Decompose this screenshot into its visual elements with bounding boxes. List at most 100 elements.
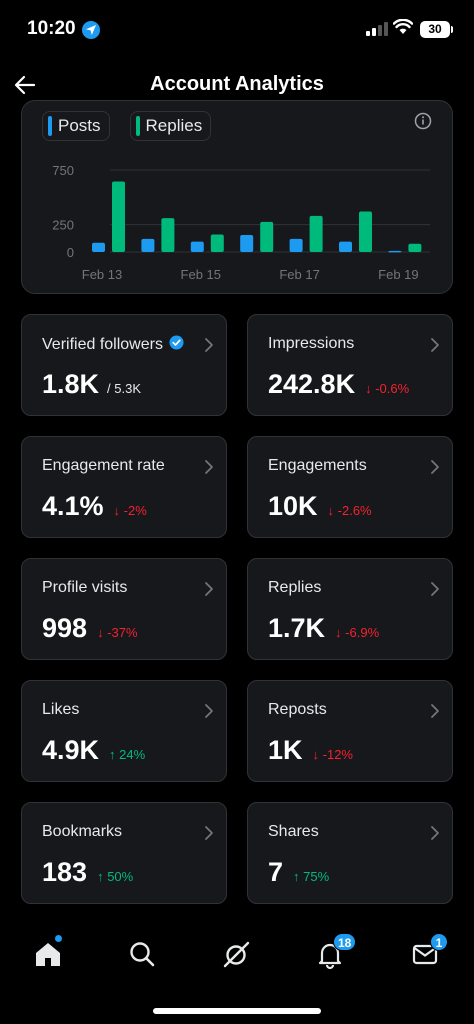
metric-delta: ↑ 75% [293, 869, 329, 884]
metric-delta-text: 50% [107, 869, 134, 884]
bar-posts-feb-18 [339, 241, 352, 252]
verified-badge-icon [169, 335, 184, 355]
arrow-down-icon: ↓ [113, 503, 124, 518]
metric-value: 998 [42, 613, 88, 643]
messages-badge: 1 [430, 933, 448, 951]
metric-card-impressions[interactable]: Impressions 242.8K ↓ -0.6% [247, 314, 453, 416]
metric-label: Reposts [268, 701, 327, 719]
arrow-up-icon: ↑ [97, 869, 108, 884]
bar-replies-feb-17 [309, 215, 323, 252]
y-tick-label: 250 [52, 218, 74, 233]
analytics-chart-card: 0 250 750 Feb 13 Feb 15 Feb 17 Feb 19 Posts Re… [21, 100, 453, 294]
status-bar: 10:20 30 [0, 0, 474, 60]
arrow-down-icon: ↓ [335, 625, 346, 640]
chart-legend: Posts Replies [42, 111, 212, 141]
metric-label-text: Reposts [268, 701, 327, 718]
wifi-icon [392, 18, 414, 40]
legend-swatch-posts [48, 116, 52, 136]
bar-replies-feb-16 [260, 221, 274, 252]
legend-label-replies: Replies [145, 116, 203, 135]
bar-replies-feb-15 [210, 234, 224, 252]
legend-item-posts[interactable]: Posts [42, 111, 110, 141]
metric-value-row: 998 ↓ -37% [42, 613, 138, 644]
metric-value-row: 242.8K ↓ -0.6% [268, 369, 409, 400]
bottom-tab-bar: 18 1 [0, 920, 474, 990]
metric-label: Shares [268, 823, 319, 841]
metric-card-replies[interactable]: Replies 1.7K ↓ -6.9% [247, 558, 453, 660]
metric-card-likes[interactable]: Likes 4.9K ↑ 24% [21, 680, 227, 782]
arrow-down-icon: ↓ [365, 381, 376, 396]
chevron-right-icon [430, 459, 440, 480]
metric-value-row: 183 ↑ 50% [42, 857, 133, 888]
metric-value: 4.9K [42, 735, 100, 765]
arrow-down-icon: ↓ [327, 503, 338, 518]
bar-chart: 0 250 750 Feb 13 Feb 15 Feb 17 Feb 19 [52, 163, 430, 282]
metric-delta-text: -0.6% [375, 381, 410, 396]
metric-card-bookmarks[interactable]: Bookmarks 183 ↑ 50% [21, 802, 227, 904]
metric-card-reposts[interactable]: Reposts 1K ↓ -12% [247, 680, 453, 782]
metric-delta-text: -2.6% [337, 503, 372, 518]
grok-icon[interactable] [216, 934, 256, 974]
bar-replies-feb-14 [161, 218, 175, 252]
metric-delta-text: 75% [303, 869, 330, 884]
y-tick-label: 750 [52, 163, 74, 178]
metric-value-row: 4.1% ↓ -2% [42, 491, 147, 522]
metric-value-row: 4.9K ↑ 24% [42, 735, 145, 766]
metric-total: / 5.3K [107, 381, 142, 396]
metric-label-text: Verified followers [42, 336, 163, 353]
location-arrow-icon [82, 21, 100, 39]
chevron-right-icon [430, 337, 440, 358]
search-icon[interactable] [122, 934, 162, 974]
chevron-right-icon [430, 581, 440, 602]
metric-card-engagements[interactable]: Engagements 10K ↓ -2.6% [247, 436, 453, 538]
metric-delta: ↑ 50% [97, 869, 133, 884]
chevron-right-icon [204, 703, 214, 724]
bar-posts-feb-17 [289, 238, 303, 252]
legend-label-posts: Posts [58, 116, 101, 135]
metric-card-profile-visits[interactable]: Profile visits 998 ↓ -37% [21, 558, 227, 660]
back-arrow-icon[interactable] [12, 72, 38, 98]
metric-card-engagement-rate[interactable]: Engagement rate 4.1% ↓ -2% [21, 436, 227, 538]
cellular-signal-icon [366, 22, 388, 36]
metric-value: 7 [268, 857, 284, 887]
bar-replies-feb-18 [359, 211, 372, 252]
mail-icon[interactable] [405, 934, 445, 974]
x-tick-label: Feb 15 [181, 267, 221, 282]
metric-label: Engagement rate [42, 457, 165, 475]
metric-label-text: Likes [42, 701, 80, 718]
metric-value: 4.1% [42, 491, 104, 521]
metric-label: Bookmarks [42, 823, 122, 841]
metric-label: Engagements [268, 457, 367, 475]
home-icon[interactable] [28, 934, 68, 974]
x-tick-label: Feb 19 [378, 267, 418, 282]
chevron-right-icon [204, 581, 214, 602]
info-icon[interactable] [414, 112, 432, 135]
metric-label-text: Engagement rate [42, 457, 165, 474]
legend-item-replies[interactable]: Replies [129, 111, 212, 141]
metric-card-verified-followers[interactable]: Verified followers 1.8K / 5.3K [21, 314, 227, 416]
chevron-right-icon [430, 825, 440, 846]
arrow-up-icon: ↑ [109, 747, 120, 762]
metric-label-text: Replies [268, 579, 322, 596]
metric-value-row: 1K ↓ -12% [268, 735, 353, 766]
metric-delta-text: 24% [119, 747, 146, 762]
metric-value: 183 [42, 857, 88, 887]
metric-delta: ↓ -37% [97, 625, 137, 640]
arrow-down-icon: ↓ [312, 747, 323, 762]
home-indicator [153, 1008, 321, 1014]
bar-posts-feb-14 [141, 238, 155, 252]
chevron-right-icon [204, 459, 214, 480]
metric-delta: ↓ -2% [114, 503, 147, 518]
battery-level: 30 [420, 21, 450, 38]
home-unread-dot [55, 935, 62, 942]
metric-delta-text: -37% [107, 625, 138, 640]
metric-delta-text: -6.9% [345, 625, 380, 640]
metric-value-row: 10K ↓ -2.6% [268, 491, 372, 522]
metric-card-shares[interactable]: Shares 7 ↑ 75% [247, 802, 453, 904]
arrow-up-icon: ↑ [293, 869, 304, 884]
top-app-bar: Account Analytics [0, 60, 474, 110]
metric-value: 1K [268, 735, 303, 765]
metric-label-text: Impressions [268, 335, 355, 352]
x-tick-label: Feb 13 [82, 267, 122, 282]
bar-replies-feb-19 [408, 243, 422, 252]
